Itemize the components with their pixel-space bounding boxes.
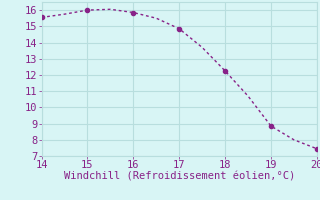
X-axis label: Windchill (Refroidissement éolien,°C): Windchill (Refroidissement éolien,°C) bbox=[64, 172, 295, 182]
